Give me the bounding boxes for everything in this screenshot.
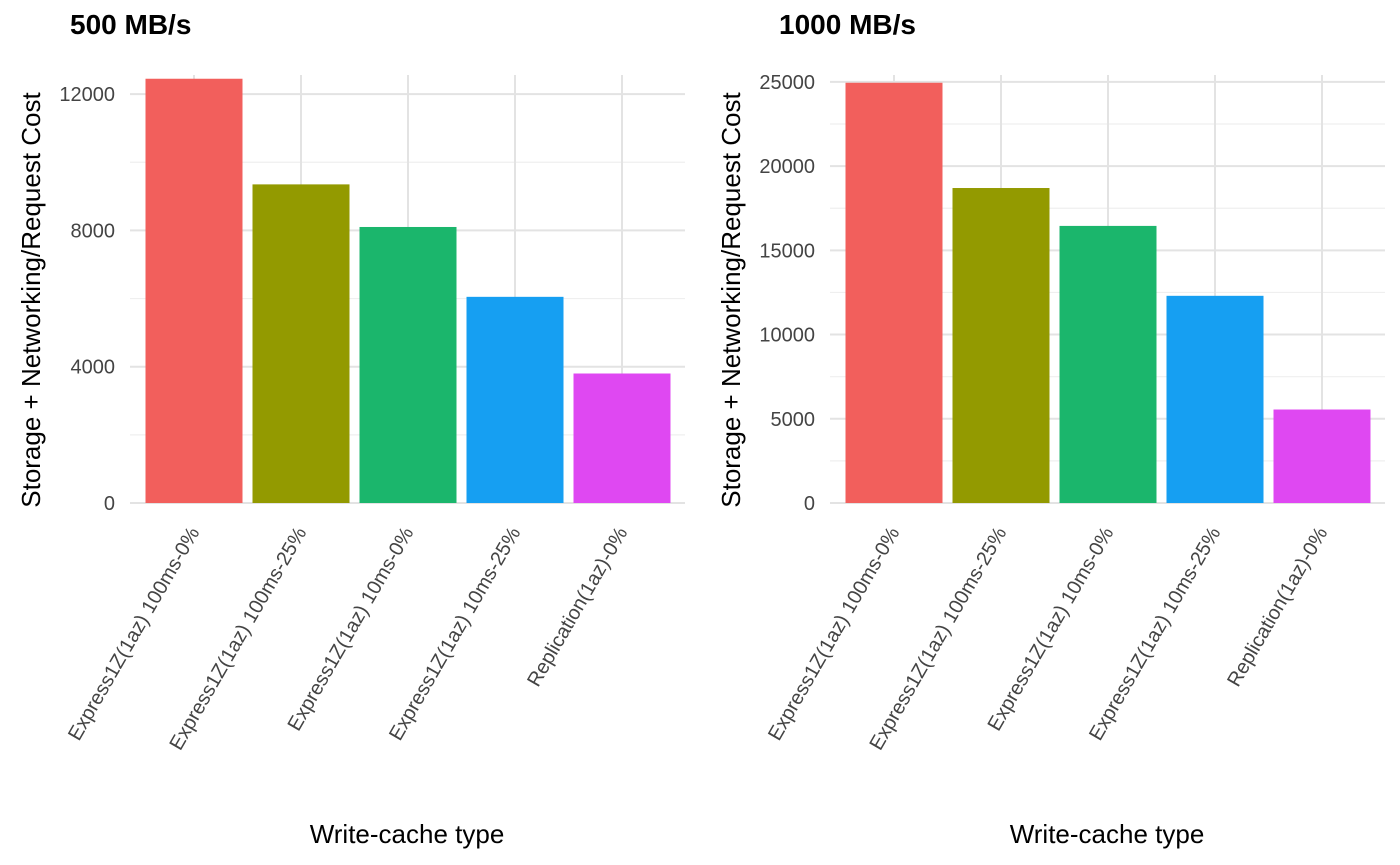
x-tick-label: Express1Z(1az) 10ms-25% bbox=[1085, 523, 1225, 744]
y-tick-label: 10000 bbox=[759, 325, 815, 347]
bar bbox=[573, 373, 671, 503]
chart-title: 500 MB/s bbox=[70, 9, 191, 40]
y-axis-ticks: 0 5000 10000 15000 20000 25000 bbox=[759, 72, 815, 515]
y-tick-label: 8000 bbox=[71, 220, 116, 242]
bar bbox=[1273, 409, 1371, 503]
bar bbox=[466, 296, 564, 503]
x-axis-ticks: Express1Z(1az) 100ms-0%Express1Z(1az) 10… bbox=[64, 523, 632, 754]
chart-panel-1000: 1000 MB/s Storage + Networking/Request C… bbox=[716, 9, 1385, 849]
x-tick-label: Replication(1az)-0% bbox=[1223, 523, 1332, 690]
bar bbox=[252, 184, 350, 503]
x-tick-label: Express1Z(1az) 10ms-25% bbox=[385, 523, 525, 744]
chart-title: 1000 MB/s bbox=[779, 9, 916, 40]
bar bbox=[1059, 225, 1157, 504]
y-tick-label: 0 bbox=[804, 493, 815, 515]
x-tick-label: Replication(1az)-0% bbox=[523, 523, 632, 690]
bar bbox=[359, 226, 457, 503]
y-tick-label: 0 bbox=[104, 493, 115, 515]
bars bbox=[145, 78, 671, 503]
y-tick-label: 5000 bbox=[771, 409, 816, 431]
x-tick-label: Express1Z(1az) 10ms-0% bbox=[284, 523, 419, 734]
bar bbox=[1166, 295, 1264, 503]
y-tick-label: 12000 bbox=[59, 84, 115, 106]
y-tick-label: 20000 bbox=[759, 156, 815, 178]
bar bbox=[845, 82, 943, 504]
y-axis-label: Storage + Networking/Request Cost bbox=[16, 91, 46, 507]
y-tick-label: 15000 bbox=[759, 240, 815, 262]
y-tick-label: 25000 bbox=[759, 72, 815, 94]
x-axis-label: Write-cache type bbox=[1010, 819, 1205, 849]
x-axis-ticks: Express1Z(1az) 100ms-0%Express1Z(1az) 10… bbox=[764, 523, 1332, 754]
y-axis-label: Storage + Networking/Request Cost bbox=[716, 91, 746, 507]
chart-panel-500: 500 MB/s Storage + Networking/Request Co… bbox=[16, 9, 685, 849]
y-tick-label: 4000 bbox=[71, 357, 116, 379]
bar bbox=[145, 78, 243, 503]
y-axis-ticks: 0 4000 8000 12000 bbox=[59, 84, 115, 515]
x-axis-label: Write-cache type bbox=[310, 819, 505, 849]
x-tick-label: Express1Z(1az) 10ms-0% bbox=[984, 523, 1119, 734]
bars bbox=[845, 82, 1371, 504]
bar bbox=[952, 188, 1050, 504]
